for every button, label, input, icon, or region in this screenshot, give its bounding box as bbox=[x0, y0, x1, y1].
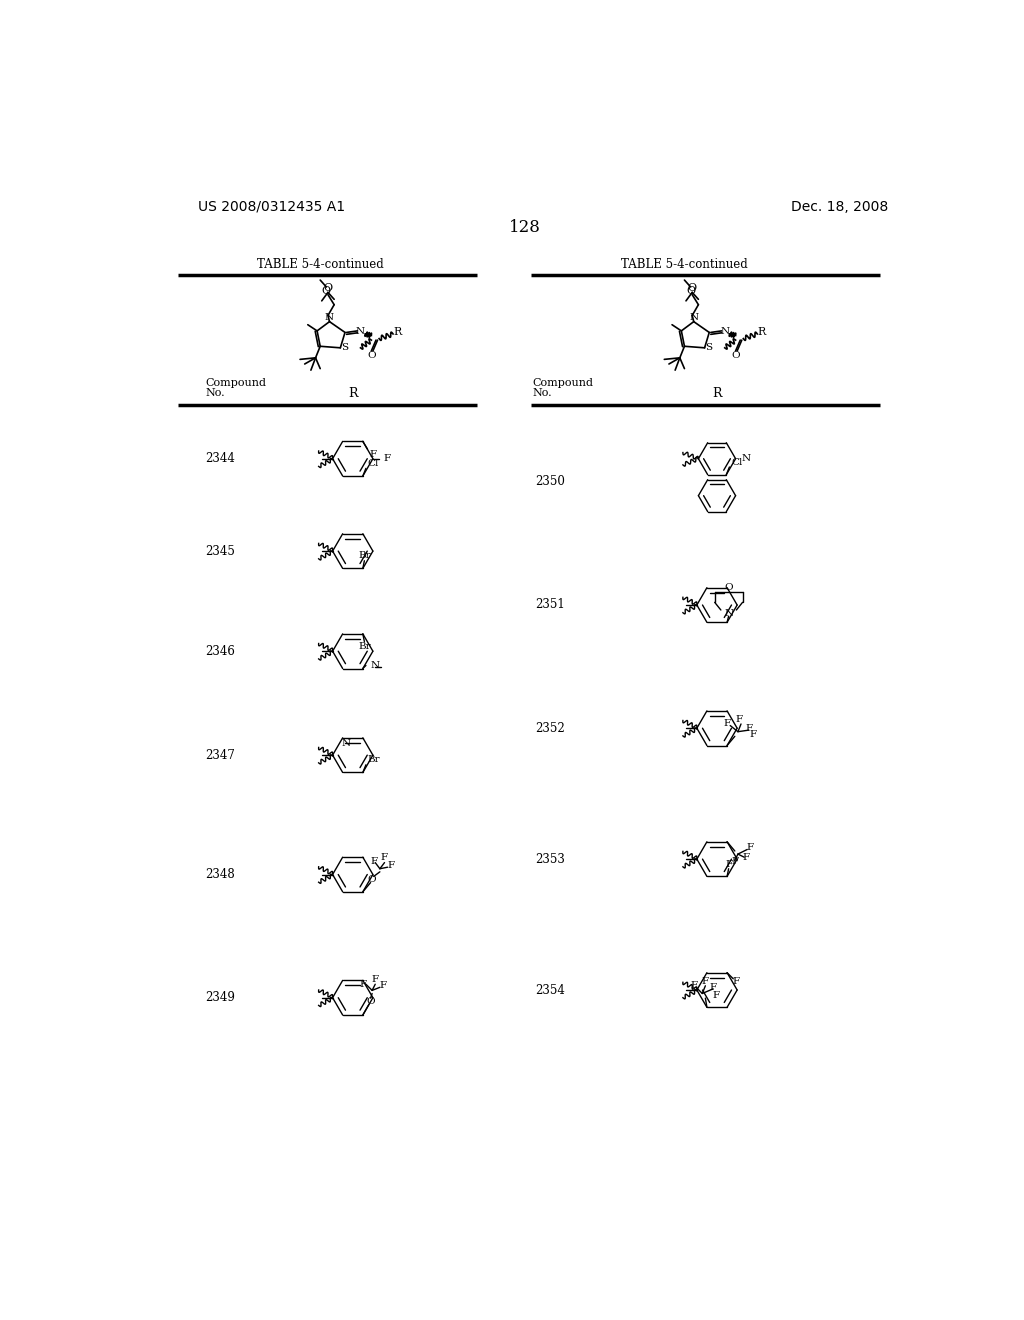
Text: 128: 128 bbox=[509, 219, 541, 236]
Text: F: F bbox=[746, 843, 754, 853]
Text: F: F bbox=[381, 854, 388, 862]
Text: 2347: 2347 bbox=[206, 748, 236, 762]
Text: O: O bbox=[731, 351, 740, 360]
Text: R: R bbox=[758, 327, 766, 338]
Text: F: F bbox=[745, 725, 753, 733]
Text: 2345: 2345 bbox=[206, 545, 236, 557]
Text: US 2008/0312435 A1: US 2008/0312435 A1 bbox=[198, 199, 345, 214]
Text: N: N bbox=[720, 327, 729, 337]
Text: F: F bbox=[731, 857, 738, 866]
Text: 2346: 2346 bbox=[206, 644, 236, 657]
Text: O: O bbox=[324, 282, 333, 293]
Text: 2344: 2344 bbox=[206, 453, 236, 465]
Text: N: N bbox=[371, 661, 380, 671]
Text: TABLE 5-4-continued: TABLE 5-4-continued bbox=[257, 259, 384, 271]
Text: O: O bbox=[724, 583, 733, 593]
Text: Br: Br bbox=[368, 755, 380, 764]
Text: F: F bbox=[387, 861, 394, 870]
Text: N: N bbox=[325, 313, 334, 322]
Text: 2350: 2350 bbox=[535, 475, 565, 488]
Text: O: O bbox=[686, 286, 695, 296]
Text: R: R bbox=[393, 327, 401, 338]
Text: F: F bbox=[724, 719, 731, 729]
Text: F: F bbox=[701, 977, 709, 986]
Text: F: F bbox=[359, 979, 367, 989]
Text: N: N bbox=[356, 327, 366, 337]
Text: Cl: Cl bbox=[368, 459, 379, 469]
Text: F: F bbox=[372, 975, 379, 985]
Text: 2348: 2348 bbox=[206, 869, 236, 880]
Text: R: R bbox=[713, 387, 722, 400]
Text: R: R bbox=[348, 387, 357, 400]
Text: O: O bbox=[688, 282, 696, 293]
Text: 2353: 2353 bbox=[535, 853, 565, 866]
Text: F: F bbox=[750, 730, 757, 739]
Text: F: F bbox=[383, 454, 390, 463]
Text: F: F bbox=[733, 977, 740, 986]
Text: TABLE 5-4-continued: TABLE 5-4-continued bbox=[622, 259, 748, 271]
Text: F: F bbox=[725, 859, 732, 869]
Text: S: S bbox=[705, 343, 712, 352]
Text: F: F bbox=[691, 981, 698, 990]
Text: 2354: 2354 bbox=[535, 983, 565, 997]
Text: 2351: 2351 bbox=[535, 598, 564, 611]
Text: O: O bbox=[322, 286, 331, 296]
Text: F: F bbox=[369, 450, 376, 459]
Text: 2352: 2352 bbox=[535, 722, 564, 735]
Text: Br: Br bbox=[358, 550, 371, 560]
Text: S: S bbox=[341, 343, 348, 352]
Text: O: O bbox=[368, 875, 377, 884]
Text: F: F bbox=[736, 715, 743, 723]
Text: Br: Br bbox=[358, 643, 371, 652]
Text: F: F bbox=[742, 853, 750, 862]
Text: Compound: Compound bbox=[532, 379, 594, 388]
Text: N: N bbox=[341, 739, 350, 748]
Text: Dec. 18, 2008: Dec. 18, 2008 bbox=[791, 199, 888, 214]
Text: N: N bbox=[741, 454, 751, 463]
Text: N: N bbox=[689, 313, 698, 322]
Text: O: O bbox=[367, 351, 376, 360]
Text: F: F bbox=[710, 983, 717, 991]
Text: F: F bbox=[370, 857, 377, 866]
Text: No.: No. bbox=[532, 388, 552, 399]
Text: O: O bbox=[367, 997, 375, 1006]
Text: Cl: Cl bbox=[731, 458, 742, 467]
Text: F: F bbox=[713, 990, 720, 999]
Text: No.: No. bbox=[206, 388, 225, 399]
Text: 2349: 2349 bbox=[206, 991, 236, 1005]
Text: F: F bbox=[380, 981, 386, 990]
Text: N: N bbox=[724, 609, 733, 618]
Text: Compound: Compound bbox=[206, 379, 266, 388]
